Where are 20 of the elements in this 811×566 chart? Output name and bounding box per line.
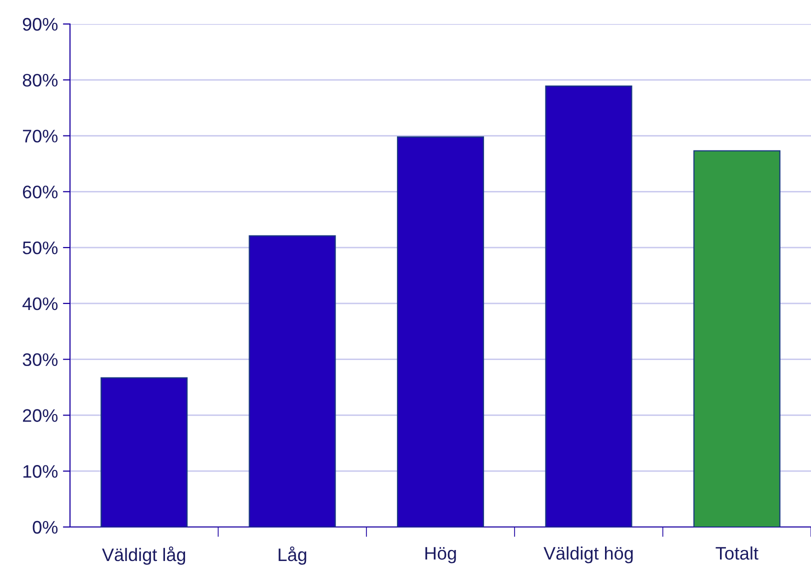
bar xyxy=(100,377,188,527)
bar xyxy=(693,150,780,527)
x-tick-label: Totalt xyxy=(716,546,758,560)
y-tick-label: 80% xyxy=(22,74,58,87)
bar xyxy=(248,235,336,527)
y-tick-label: 0% xyxy=(32,520,58,534)
x-tick-label: Väldigt hög xyxy=(544,546,633,564)
y-tick-label: 70% xyxy=(22,130,58,142)
x-tick-label: Väldigt låg xyxy=(102,546,186,565)
y-tick-label: 60% xyxy=(22,186,58,198)
y-tick-label: 90% xyxy=(22,18,58,31)
y-tick-label: 20% xyxy=(22,409,58,422)
y-tick-label: 30% xyxy=(22,353,58,366)
y-tick-label: 50% xyxy=(22,241,58,254)
bar xyxy=(545,85,632,527)
bar xyxy=(396,136,484,527)
x-tick-label: Hög xyxy=(425,547,456,564)
x-tick-label: Låg xyxy=(278,546,306,565)
y-tick-label: 40% xyxy=(22,297,58,310)
y-tick-label: 10% xyxy=(23,465,58,478)
